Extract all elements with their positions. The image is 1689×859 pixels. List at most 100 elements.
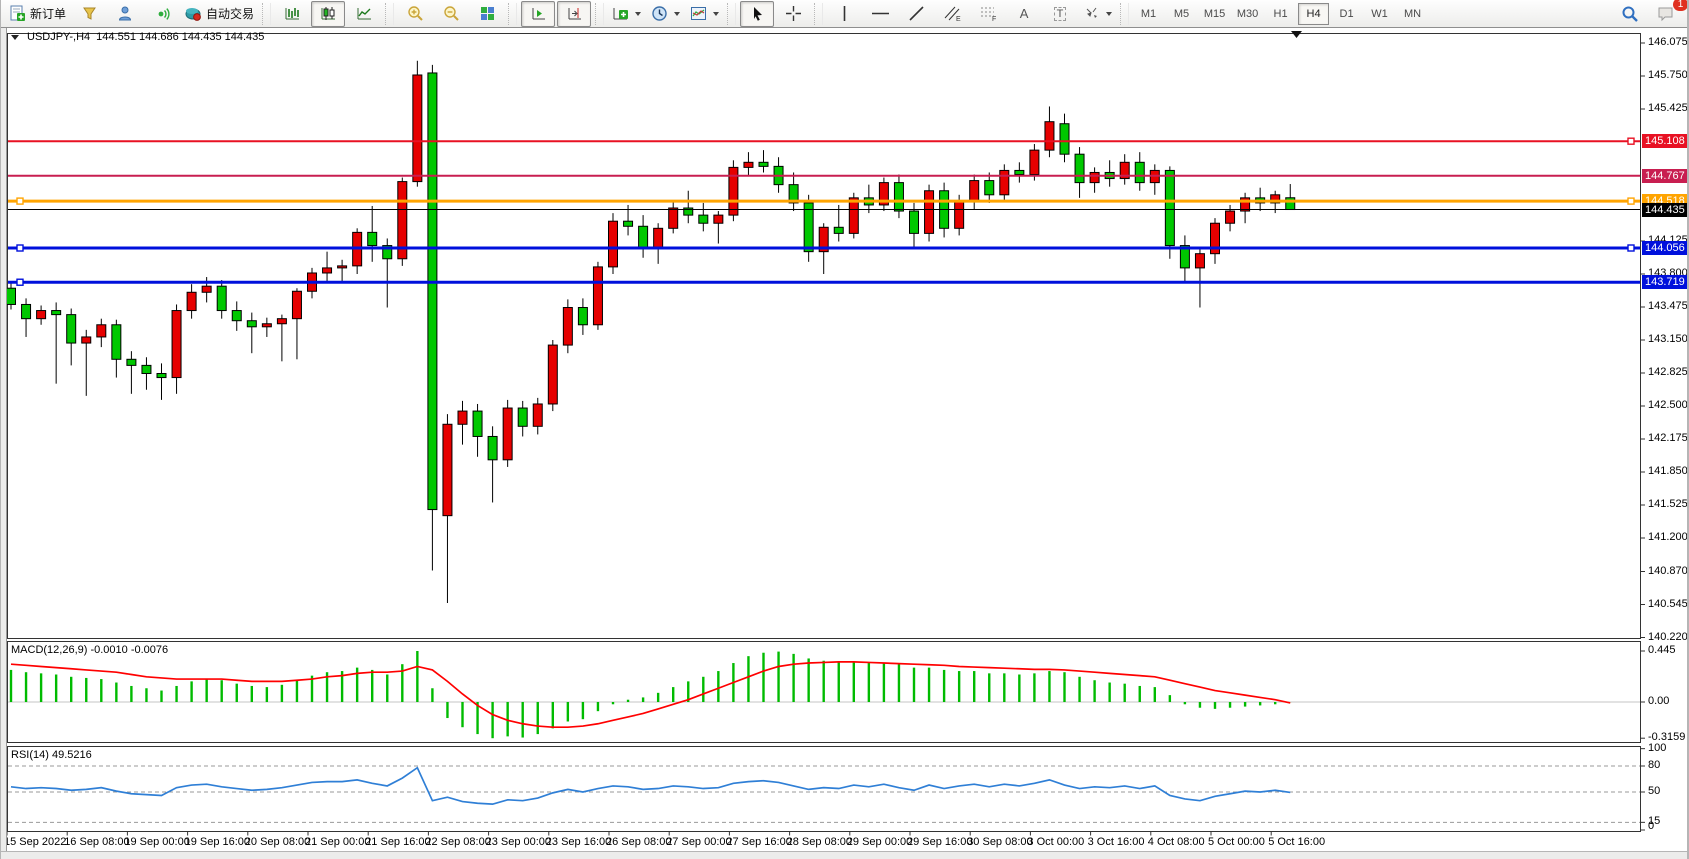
timeframe-h1-button[interactable]: H1 [1273, 7, 1288, 20]
text-tool-button[interactable]: A [1007, 1, 1041, 27]
search-button[interactable] [1613, 1, 1647, 27]
candle-body [788, 184, 799, 204]
arrows-tool-button[interactable] [1079, 1, 1116, 27]
market-watch-button[interactable] [72, 1, 106, 27]
tile-windows-icon [480, 7, 494, 20]
auto-scroll-button[interactable] [521, 0, 556, 27]
candle-body [1225, 210, 1236, 224]
periods-button[interactable] [647, 1, 684, 27]
timeframe-m5-button[interactable]: M5 [1173, 7, 1190, 20]
price-tick-label: 142.825 [1648, 366, 1688, 378]
horizontal-line-tool-button[interactable] [863, 1, 897, 27]
timeframe-w1-button[interactable]: W1 [1371, 7, 1388, 20]
text-tool-icon: A [1019, 6, 1029, 21]
vertical-line-tool-button[interactable] [827, 1, 861, 27]
chart-shift-icon [568, 8, 581, 20]
price-line-badge: 144.435 [1642, 202, 1687, 217]
equidistant-channel-tool-button[interactable]: E [935, 1, 969, 27]
chart-menu-caret-icon[interactable] [11, 34, 19, 40]
auto-scroll-icon [532, 8, 545, 20]
candle-body [547, 344, 558, 405]
candle-body [668, 207, 679, 229]
candle-body [517, 407, 528, 427]
cursor-tool-button[interactable] [740, 0, 775, 27]
price-tick-label: 142.500 [1648, 399, 1688, 411]
rsi-axis-label: 0 [1648, 819, 1655, 832]
price-tick-label: 140.545 [1648, 597, 1688, 610]
bar-chart-type-button[interactable] [275, 1, 309, 27]
zoom-out-button[interactable] [434, 1, 468, 27]
timeframe-m15-button[interactable]: M15 [1203, 7, 1226, 20]
candle-body [472, 410, 483, 437]
candle-body [186, 291, 197, 312]
candlestick-chart-type-button[interactable] [311, 0, 346, 27]
candle-body [1134, 161, 1145, 184]
signals-button[interactable] [144, 1, 178, 27]
separator [814, 2, 824, 25]
line-chart-type-button[interactable] [347, 1, 381, 27]
candle-body [984, 180, 995, 196]
periods-dropdown-caret[interactable] [674, 11, 681, 16]
candle-body [683, 207, 694, 216]
candle-body [653, 227, 664, 249]
candle-body [713, 214, 724, 224]
candle-body [592, 266, 603, 326]
timeframe-h4-button[interactable]: H4 [1298, 2, 1330, 25]
time-axis-label: 22 Sep 08:00 [425, 836, 491, 848]
vertical-line-icon [843, 6, 845, 21]
chart-shift-marker-icon [1291, 31, 1302, 38]
chart-shift-button[interactable] [557, 0, 592, 27]
trendline-tool-button[interactable] [899, 1, 933, 27]
macd-indicator-label: MACD(12,26,9) -0.0010 -0.0076 [11, 644, 169, 656]
fibonacci-tool-button[interactable]: F [971, 1, 1005, 27]
timeframe-m30-button[interactable]: M30 [1236, 7, 1259, 20]
candle-body [246, 320, 257, 328]
rsi-axis-label: 50 [1648, 785, 1661, 797]
profile-icon [118, 6, 131, 21]
candle-body [818, 226, 829, 253]
chart-ohlc-values: 144.551 144.686 144.435 144.435 [96, 31, 265, 43]
indicators-button[interactable] [608, 1, 645, 27]
timeframe-m1-button[interactable]: M1 [1140, 7, 1157, 20]
arrows-icon [1086, 7, 1098, 18]
chart-symbol-period: USDJPY-,H4 [27, 31, 91, 43]
candle-body [141, 364, 152, 375]
time-axis-label: 27 Sep 16:00 [726, 836, 792, 848]
tile-windows-button[interactable] [470, 1, 504, 27]
data-window-button[interactable] [108, 1, 142, 27]
candle-body [276, 318, 287, 325]
notifications-button[interactable]: 1 [1649, 0, 1687, 27]
svg-text:E: E [956, 16, 961, 22]
time-axis-label: 29 Sep 16:00 [907, 836, 973, 848]
candle-body [893, 182, 904, 212]
candle-body [954, 200, 965, 229]
price-tick-label: 140.870 [1648, 564, 1688, 577]
time-axis-label: 5 Oct 00:00 [1208, 836, 1265, 848]
bar-chart-icon [285, 8, 299, 20]
time-axis-label: 21 Sep 16:00 [365, 836, 431, 848]
text-label-tool-button[interactable]: T [1043, 1, 1077, 27]
arrows-dropdown-caret[interactable] [1106, 11, 1113, 16]
auto-trading-icon [185, 8, 201, 21]
timeframe-d1-button[interactable]: D1 [1339, 7, 1354, 20]
timeframe-mn-button[interactable]: MN [1403, 7, 1422, 20]
candle-body [322, 267, 333, 274]
candle-body [833, 226, 844, 234]
candle-body [171, 310, 182, 379]
macd-axis-label: -0.3159 [1648, 731, 1686, 744]
indicators-icon [613, 8, 629, 20]
price-tick-label: 146.075 [1648, 36, 1688, 48]
new-order-button[interactable]: 新订单 [5, 1, 70, 27]
candle-body [412, 74, 423, 183]
rsi-axis-label: 100 [1648, 741, 1667, 754]
rsi-axis-label: 80 [1648, 758, 1661, 771]
indicators-dropdown-caret[interactable] [635, 11, 642, 16]
crosshair-tool-button[interactable] [776, 1, 810, 27]
templates-button[interactable] [686, 1, 723, 27]
time-axis-label: 19 Sep 00:00 [124, 836, 190, 848]
time-axis-label: 28 Sep 08:00 [786, 836, 853, 848]
templates-dropdown-caret[interactable] [713, 11, 720, 16]
zoom-in-button[interactable] [398, 1, 432, 27]
auto-trading-button[interactable]: 自动交易 [180, 1, 258, 27]
